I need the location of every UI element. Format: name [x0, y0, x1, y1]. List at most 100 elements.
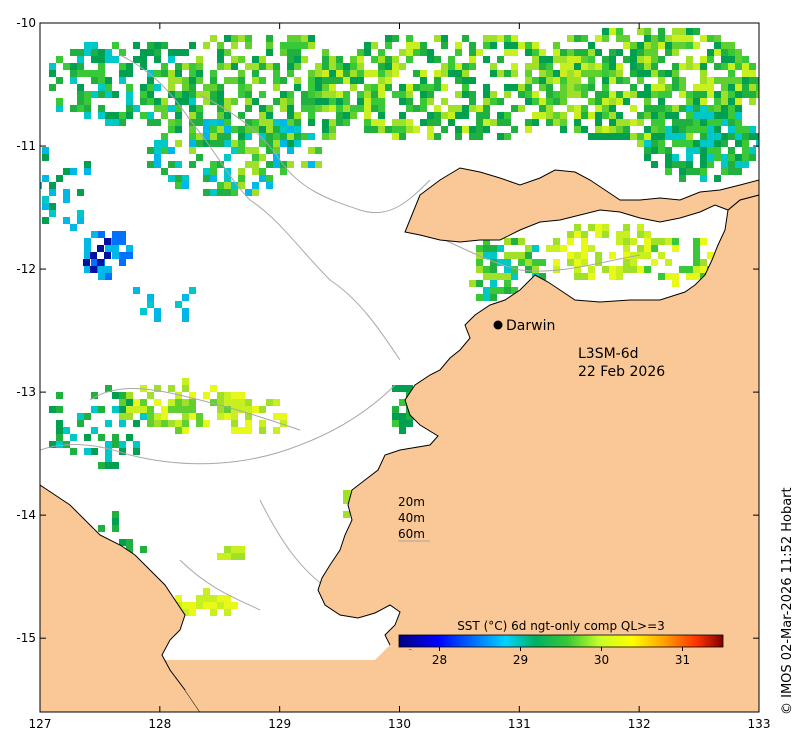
sst-pixel [182, 385, 189, 392]
sst-pixel [175, 77, 182, 84]
sst-pixel [602, 133, 609, 140]
sst-pixel [77, 189, 84, 196]
sst-pixel [84, 266, 91, 273]
sst-pixel [224, 406, 231, 413]
sst-pixel [595, 224, 602, 231]
sst-pixel [280, 77, 287, 84]
sst-pixel [189, 399, 196, 406]
sst-pixel [147, 98, 154, 105]
sst-pixel [266, 399, 273, 406]
sst-pixel [168, 420, 175, 427]
sst-pixel [686, 266, 693, 273]
sst-pixel [343, 77, 350, 84]
sst-pixel [147, 70, 154, 77]
sst-pixel [532, 63, 539, 70]
depth-legend-20m: 20m [398, 495, 425, 509]
sst-pixel [399, 119, 406, 126]
sst-pixel [651, 63, 658, 70]
sst-pixel [364, 98, 371, 105]
sst-pixel [119, 231, 126, 238]
sst-pixel [224, 553, 231, 560]
sst-pixel [434, 112, 441, 119]
sst-pixel [98, 84, 105, 91]
sst-pixel [602, 266, 609, 273]
sst-pixel [259, 91, 266, 98]
sst-pixel [133, 399, 140, 406]
sst-pixel [84, 70, 91, 77]
colorbar: SST (°C) 6d ngt-only comp QL>=3 28 29 30 31 [398, 619, 724, 667]
sst-pixel [63, 63, 70, 70]
sst-pixel [511, 238, 518, 245]
sst-pixel [119, 119, 126, 126]
sst-pixel [252, 189, 259, 196]
sst-pixel [126, 413, 133, 420]
sst-pixel [553, 42, 560, 49]
sst-pixel [532, 119, 539, 126]
sst-pixel [266, 119, 273, 126]
sst-pixel [329, 70, 336, 77]
sst-pixel [140, 112, 147, 119]
sst-pixel [637, 91, 644, 98]
sst-pixel [483, 42, 490, 49]
sst-pixel [210, 609, 217, 616]
sst-pixel [133, 287, 140, 294]
sst-pixel [252, 406, 259, 413]
sst-pixel [105, 273, 112, 280]
sst-pixel [504, 259, 511, 266]
sst-pixel [504, 119, 511, 126]
sst-pixel [700, 63, 707, 70]
sst-pixel [238, 140, 245, 147]
sst-pixel [189, 133, 196, 140]
sst-pixel [119, 406, 126, 413]
sst-pixel [224, 77, 231, 84]
sst-pixel [483, 287, 490, 294]
sst-pixel [322, 98, 329, 105]
sst-pixel [665, 112, 672, 119]
sst-pixel [511, 266, 518, 273]
sst-pixel [308, 70, 315, 77]
sst-pixel [476, 105, 483, 112]
sst-pixel [77, 49, 84, 56]
sst-pixel [756, 140, 759, 147]
sst-pixel [238, 77, 245, 84]
sst-pixel [301, 98, 308, 105]
sst-pixel [490, 35, 497, 42]
sst-pixel [140, 546, 147, 553]
sst-pixel [294, 49, 301, 56]
sst-pixel [238, 56, 245, 63]
sst-pixel [322, 56, 329, 63]
sst-pixel [84, 245, 91, 252]
sst-pixel [644, 63, 651, 70]
sst-pixel [693, 119, 700, 126]
sst-pixel [525, 126, 532, 133]
sst-pixel [287, 70, 294, 77]
sst-pixel [329, 84, 336, 91]
sst-pixel [196, 133, 203, 140]
sst-pixel [511, 252, 518, 259]
sst-pixel [742, 56, 749, 63]
sst-pixel [707, 77, 714, 84]
sst-pixel [224, 140, 231, 147]
sst-pixel [385, 42, 392, 49]
sst-pixel [630, 133, 637, 140]
sst-pixel [224, 609, 231, 616]
sst-pixel [49, 182, 56, 189]
sst-pixel [140, 84, 147, 91]
sst-pixel [112, 511, 119, 518]
sst-pixel [182, 427, 189, 434]
sst-pixel [266, 175, 273, 182]
sst-pixel [406, 49, 413, 56]
sst-pixel [665, 70, 672, 77]
sst-pixel [532, 56, 539, 63]
sst-pixel [567, 252, 574, 259]
land-mainland-east [317, 194, 759, 673]
sst-pixel [77, 70, 84, 77]
sst-pixel [623, 245, 630, 252]
sst-pixel [133, 105, 140, 112]
sst-pixel [651, 147, 658, 154]
sst-pixel [378, 63, 385, 70]
sst-pixel [469, 105, 476, 112]
sst-pixel [392, 119, 399, 126]
sst-pixel [574, 273, 581, 280]
sst-pixel [343, 497, 350, 504]
